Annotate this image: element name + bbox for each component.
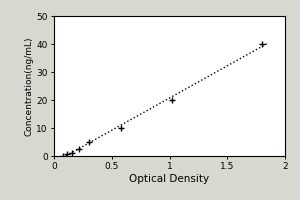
Y-axis label: Concentration(ng/mL): Concentration(ng/mL) (25, 36, 34, 136)
X-axis label: Optical Density: Optical Density (129, 174, 210, 184)
